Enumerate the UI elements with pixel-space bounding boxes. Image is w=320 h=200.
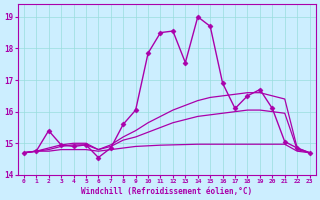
X-axis label: Windchill (Refroidissement éolien,°C): Windchill (Refroidissement éolien,°C)	[81, 187, 252, 196]
